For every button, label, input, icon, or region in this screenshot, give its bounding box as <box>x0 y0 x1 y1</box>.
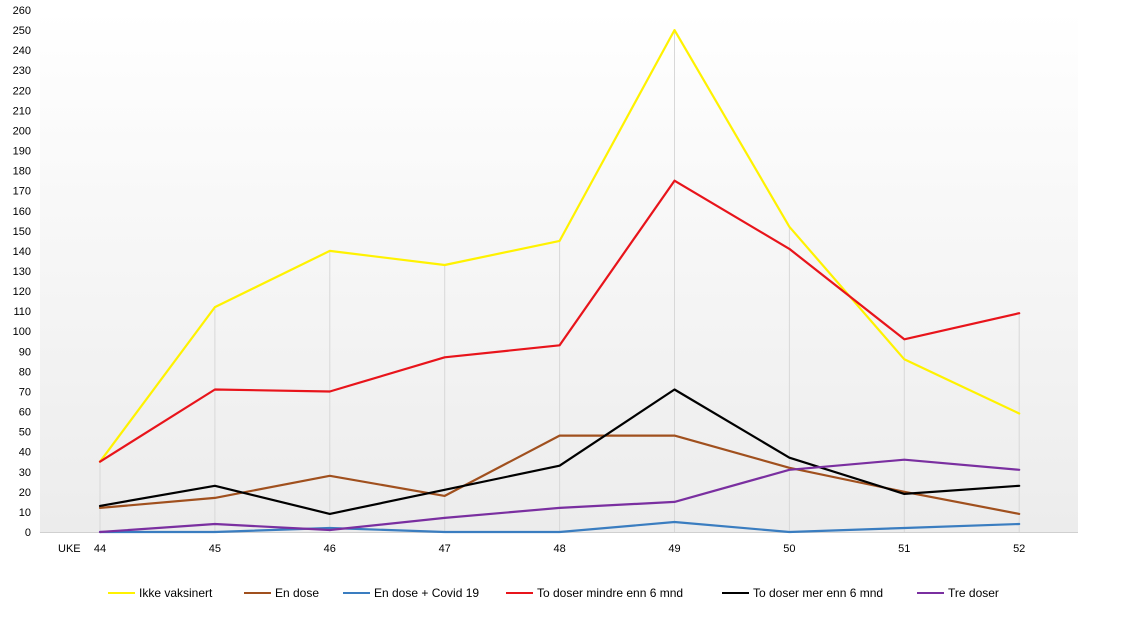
x-tick-label: 52 <box>1013 543 1025 555</box>
y-tick-label: 210 <box>13 105 31 117</box>
legend-label: En dose + Covid 19 <box>374 586 480 600</box>
legend-item: To doser mer enn 6 mnd <box>722 586 883 600</box>
x-tick-label: 48 <box>553 543 565 555</box>
y-tick-label: 0 <box>25 527 31 539</box>
legend-swatch <box>108 592 135 594</box>
y-tick-label: 140 <box>13 246 31 258</box>
y-tick-label: 180 <box>13 166 31 178</box>
y-tick-label: 190 <box>13 146 31 158</box>
y-tick-label: 240 <box>13 45 31 57</box>
series-line <box>98 29 1021 463</box>
y-tick-label: 250 <box>13 25 31 37</box>
series-line <box>98 434 1021 516</box>
legend-swatch <box>722 592 749 594</box>
legend-label: To doser mindre enn 6 mnd <box>537 586 684 600</box>
x-tick-label: 51 <box>898 543 910 555</box>
y-tick-label: 110 <box>13 306 31 318</box>
y-tick-label: 90 <box>19 346 31 358</box>
y-tick-label: 120 <box>13 286 31 298</box>
x-axis-label: UKE <box>58 543 81 555</box>
x-tick-label: 49 <box>668 543 680 555</box>
legend-item: En dose <box>244 586 319 600</box>
y-tick-label: 260 <box>13 5 31 17</box>
legend-item: En dose + Covid 19 <box>343 586 479 600</box>
legend-label: En dose <box>275 586 320 600</box>
y-tick-label: 50 <box>19 427 31 439</box>
y-tick-label: 30 <box>19 467 31 479</box>
legend-swatch <box>244 592 271 594</box>
y-tick-label: 230 <box>13 65 31 77</box>
legend-swatch <box>506 592 533 594</box>
y-tick-label: 200 <box>13 125 31 137</box>
y-tick-label: 10 <box>19 507 31 519</box>
chart-legend: Ikke vaksinert En dose En dose + Covid 19 T… <box>0 586 1123 604</box>
x-tick-label: 47 <box>439 543 451 555</box>
x-tick-label: 45 <box>209 543 221 555</box>
x-tick-label: 46 <box>324 543 336 555</box>
legend-swatch <box>343 592 370 594</box>
y-tick-label: 20 <box>19 487 31 499</box>
y-tick-label: 170 <box>13 186 31 198</box>
y-tick-label: 70 <box>19 386 31 398</box>
x-tick-label: 44 <box>94 543 106 555</box>
legend-item: Ikke vaksinert <box>108 586 212 600</box>
y-tick-label: 60 <box>19 407 31 419</box>
y-tick-label: 220 <box>13 85 31 97</box>
x-tick-label: 50 <box>783 543 795 555</box>
y-tick-label: 130 <box>13 266 31 278</box>
line-chart: 0 10 20 30 40 50 60 70 80 90 100 110 120 130 140 150 160… <box>13 5 1078 555</box>
legend-label: Ikke vaksinert <box>139 586 213 600</box>
y-tick-label: 160 <box>13 206 31 218</box>
legend-swatch <box>917 592 944 594</box>
series-line <box>98 179 1021 463</box>
legend-label: Tre doser <box>948 586 999 600</box>
legend-item: To doser mindre enn 6 mnd <box>506 586 683 600</box>
y-tick-label: 40 <box>19 447 31 459</box>
y-tick-label: 150 <box>13 226 31 238</box>
series-line <box>98 458 1021 534</box>
series-line <box>98 388 1021 516</box>
plot-area <box>40 10 1078 532</box>
legend-label: To doser mer enn 6 mnd <box>753 586 884 600</box>
y-tick-label: 80 <box>19 366 31 378</box>
series-line <box>98 520 1021 534</box>
y-tick-label: 100 <box>13 326 31 338</box>
legend-item: Tre doser <box>917 586 999 600</box>
